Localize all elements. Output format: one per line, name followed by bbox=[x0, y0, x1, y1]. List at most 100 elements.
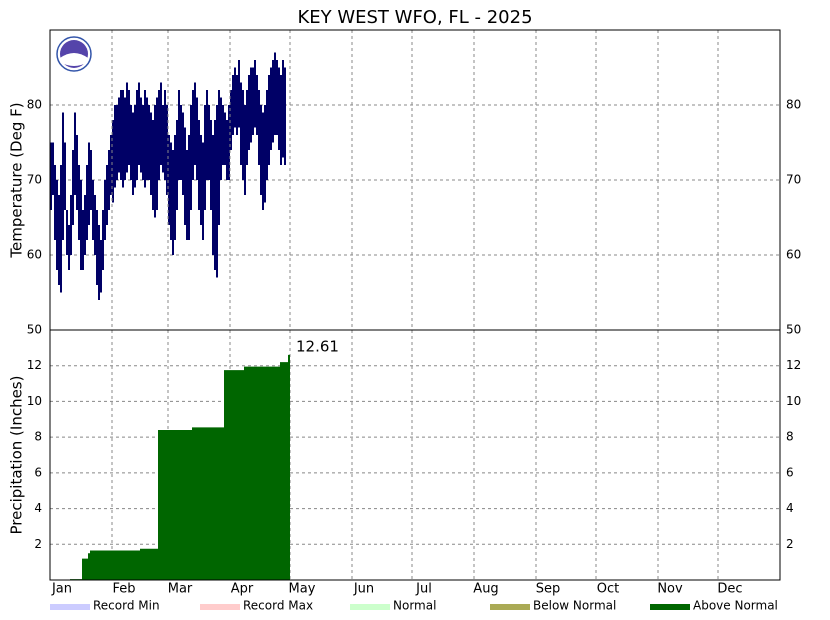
temp-bar bbox=[196, 97, 198, 180]
temp-bar bbox=[76, 135, 78, 210]
temp-bar bbox=[104, 180, 106, 240]
temp-bar bbox=[276, 60, 278, 135]
y-tick-label: 4 bbox=[34, 501, 42, 515]
temp-bar bbox=[102, 210, 104, 270]
y-tick-label-right: 8 bbox=[786, 430, 794, 444]
temp-bar bbox=[274, 52, 276, 135]
temp-bar bbox=[128, 90, 130, 165]
x-tick-label: Aug bbox=[473, 582, 498, 597]
chart-title: KEY WEST WFO, FL - 2025 bbox=[297, 7, 532, 28]
temp-bar bbox=[226, 120, 228, 180]
temp-bar bbox=[246, 90, 248, 165]
temp-bar bbox=[248, 75, 250, 150]
legend-label: Normal bbox=[393, 599, 436, 613]
temp-bar bbox=[118, 97, 120, 173]
temp-bar bbox=[194, 82, 196, 165]
temp-bar bbox=[138, 82, 140, 165]
temp-bar bbox=[228, 105, 230, 180]
legend-swatch bbox=[650, 604, 690, 610]
temp-bar bbox=[206, 90, 208, 180]
temp-bar bbox=[250, 67, 252, 143]
temp-bar bbox=[186, 150, 188, 240]
temp-bar bbox=[272, 60, 274, 143]
y-tick-label-right: 50 bbox=[786, 323, 801, 337]
y-tick-label: 6 bbox=[34, 465, 42, 479]
x-tick-label: Nov bbox=[657, 582, 683, 597]
x-tick-label: Oct bbox=[597, 582, 619, 597]
temp-bar bbox=[52, 142, 54, 195]
x-tick-label: Jul bbox=[415, 582, 432, 597]
noaa-logo bbox=[56, 36, 92, 72]
temp-bar bbox=[260, 105, 262, 195]
x-tick-label: Apr bbox=[231, 582, 254, 597]
x-tick-label: Jun bbox=[353, 582, 374, 597]
temp-bar bbox=[120, 90, 122, 180]
temp-bar bbox=[108, 150, 110, 210]
temp-bar bbox=[152, 120, 154, 210]
y-tick-label-right: 70 bbox=[786, 173, 801, 187]
temp-bar bbox=[70, 195, 72, 255]
temp-bar bbox=[168, 135, 170, 225]
temp-bar bbox=[94, 195, 96, 255]
temp-bar bbox=[256, 75, 258, 135]
temp-bar bbox=[58, 195, 60, 285]
y-tick-label: 50 bbox=[27, 323, 42, 337]
y-tick-label: 70 bbox=[27, 173, 42, 187]
temp-bar bbox=[88, 142, 90, 225]
temp-bar bbox=[74, 112, 76, 195]
temp-bar bbox=[60, 165, 62, 293]
y-tick-label-right: 4 bbox=[786, 501, 794, 515]
temp-bar bbox=[72, 150, 74, 225]
temp-bar bbox=[160, 82, 162, 165]
temp-bar bbox=[234, 67, 236, 128]
temp-bar bbox=[198, 120, 200, 210]
temp-bar bbox=[82, 210, 84, 270]
legend-swatch bbox=[50, 604, 90, 610]
y-tick-label-right: 6 bbox=[786, 465, 794, 479]
temp-bar bbox=[114, 105, 116, 188]
temp-bar bbox=[144, 90, 146, 188]
temp-bar bbox=[150, 112, 152, 195]
temp-bar bbox=[180, 105, 182, 180]
legend-swatch bbox=[200, 604, 240, 610]
temp-bar bbox=[266, 90, 268, 180]
temp-bar bbox=[230, 90, 232, 150]
y-tick-label-right: 80 bbox=[786, 98, 801, 112]
temp-bar bbox=[210, 120, 212, 210]
temp-bar bbox=[200, 135, 202, 225]
temp-bar bbox=[170, 142, 172, 240]
temp-bar bbox=[126, 82, 128, 173]
temp-bar bbox=[270, 67, 272, 150]
temp-bar bbox=[192, 90, 194, 180]
temp-bar bbox=[130, 105, 132, 180]
legend-label: Below Normal bbox=[533, 599, 616, 613]
temp-bar bbox=[188, 135, 190, 240]
temp-bar bbox=[184, 127, 186, 225]
temp-bar bbox=[238, 60, 240, 128]
y-tick-label: 60 bbox=[27, 248, 42, 262]
temp-bar bbox=[142, 105, 144, 180]
x-tick-label: Mar bbox=[168, 582, 193, 597]
temp-bar bbox=[146, 97, 148, 180]
temp-bar bbox=[90, 150, 92, 210]
temp-bar bbox=[280, 75, 282, 165]
temp-bar bbox=[112, 120, 114, 203]
y-tick-label: 12 bbox=[27, 358, 42, 372]
temp-bar bbox=[172, 150, 174, 255]
temp-bar bbox=[78, 165, 80, 240]
temp-bar bbox=[224, 112, 226, 165]
temp-bar bbox=[174, 135, 176, 240]
x-tick-label: Dec bbox=[717, 582, 742, 597]
temp-bar bbox=[202, 142, 204, 240]
temp-bar bbox=[164, 90, 166, 180]
temp-bar bbox=[218, 90, 220, 225]
y-tick-label: 10 bbox=[27, 394, 42, 408]
legend-label: Record Min bbox=[93, 599, 160, 613]
plot-frame bbox=[49, 29, 781, 581]
temp-bar bbox=[158, 90, 160, 180]
temp-bar bbox=[162, 105, 164, 173]
temp-bar bbox=[124, 97, 126, 180]
temp-bar bbox=[212, 135, 214, 255]
temp-bar bbox=[262, 112, 264, 210]
